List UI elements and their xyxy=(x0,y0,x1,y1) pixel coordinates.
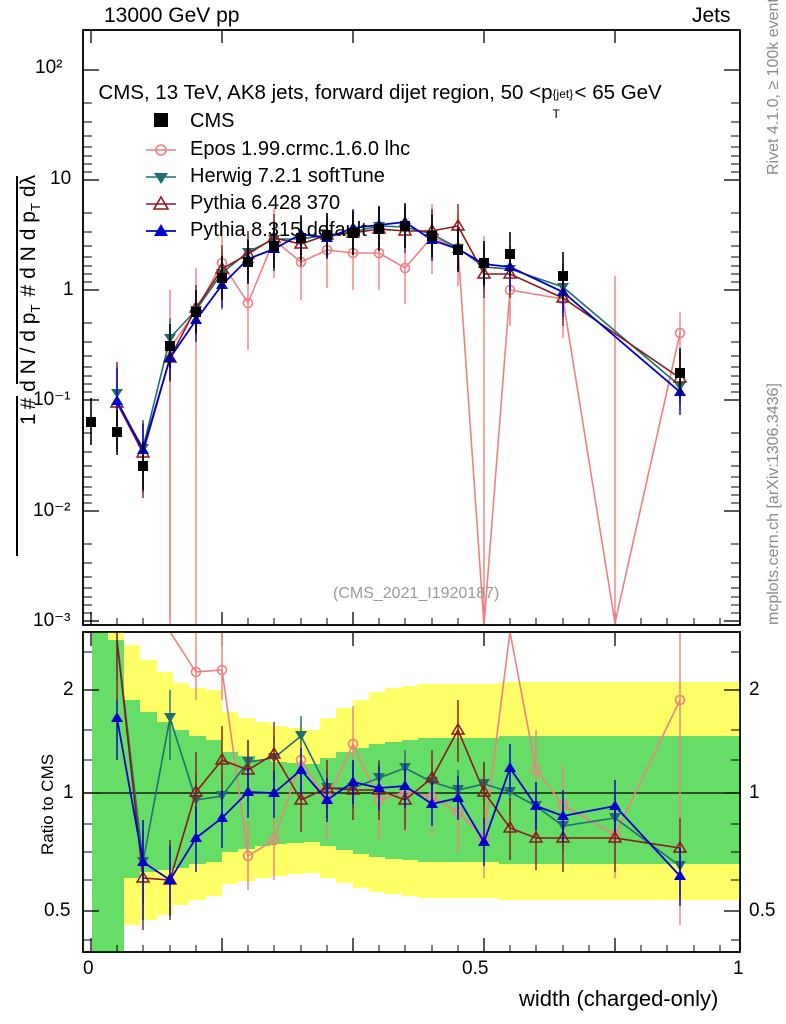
legend xyxy=(146,113,176,236)
legend-label-cms[interactable]: CMS xyxy=(190,110,235,132)
ratio-ytick-1: 1 xyxy=(63,782,74,803)
legend-label-epos[interactable]: Epos 1.99.crmc.1.6.0 lhc xyxy=(190,138,411,160)
ratio-right-ytick-1: 1 xyxy=(749,782,760,803)
x-axis-label: width (charged-only) xyxy=(519,986,719,1011)
header-right: Jets xyxy=(692,4,731,27)
ylabel-dp: d p xyxy=(16,211,40,241)
series-cms xyxy=(86,204,685,490)
ratio-right-ytick-2: 2 xyxy=(749,679,760,700)
main-ytick-1e-1: 10⁻¹ xyxy=(33,389,71,410)
main-y-axis-label: 1# d N / d pT#d Nd pTdλ xyxy=(17,175,43,425)
plot-title-sup: {jet} xyxy=(552,87,574,101)
main-ytick-10: 10 xyxy=(50,168,72,189)
xtick-1: 1 xyxy=(733,958,744,979)
plot-title-sub: T xyxy=(552,107,560,121)
rivet-version-label: Rivet 4.1.0, ≥ 100k events xyxy=(765,0,782,175)
main-ytick-1e-2: 10⁻² xyxy=(33,500,71,521)
analysis-watermark: (CMS_2021_I1920187) xyxy=(333,585,500,602)
legend-marker-cms xyxy=(154,113,168,127)
plot-title-main: CMS, 13 TeV, AK8 jets, forward dijet reg… xyxy=(98,81,553,104)
ylabel-dlambda: dλ xyxy=(16,174,40,198)
plot-title: CMS, 13 TeV, AK8 jets, forward dijet reg… xyxy=(87,57,662,121)
legend-label-herwig[interactable]: Herwig 7.2.1 softTune xyxy=(190,165,385,187)
legend-marker-pythia8 xyxy=(146,224,176,236)
ylabel-sub-T2: T xyxy=(28,203,44,212)
xtick-0.5: 0.5 xyxy=(462,958,489,979)
xtick-0: 0 xyxy=(83,958,94,979)
legend-marker-pythia6 xyxy=(146,195,176,210)
legend-label-pythia6[interactable]: Pythia 6.428 370 xyxy=(190,192,341,214)
ratio-right-ytick-0.5: 0.5 xyxy=(749,900,776,921)
ylabel-fraction-bar-1 xyxy=(16,176,18,384)
ylabel-frac1-num: 1 xyxy=(16,413,40,426)
main-ytick-1e-3: 10⁻³ xyxy=(33,610,71,631)
legend-label-pythia8[interactable]: Pythia 8.315 default xyxy=(190,219,367,241)
ratio-axis-ticks xyxy=(83,632,741,952)
mcplots-source-label: mcplots.cern.ch [arXiv:1306.3436] xyxy=(765,383,782,625)
plot-title-after: < 65 GeV xyxy=(574,81,662,104)
header-left: 13000 GeV pp xyxy=(104,4,240,27)
ylabel-fraction-bar-2 xyxy=(16,396,18,556)
ylabel-frac1-den: # d N / d p xyxy=(16,312,40,410)
ratio-series-pythia8 xyxy=(111,700,686,920)
main-ytick-1: 1 xyxy=(63,279,74,300)
ylabel-sub-T1: T xyxy=(28,304,44,313)
ylabel-hash: # xyxy=(16,284,40,297)
ratio-ytick-0.5: 0.5 xyxy=(44,900,71,921)
ratio-ytick-2: 2 xyxy=(63,679,74,700)
legend-marker-epos xyxy=(146,144,176,156)
ylabel-d2n: d N xyxy=(16,246,40,279)
legend-marker-herwig xyxy=(146,173,176,184)
main-ytick-1e2: 10² xyxy=(35,57,63,78)
ratio-y-axis-label: Ratio to CMS xyxy=(38,753,57,855)
